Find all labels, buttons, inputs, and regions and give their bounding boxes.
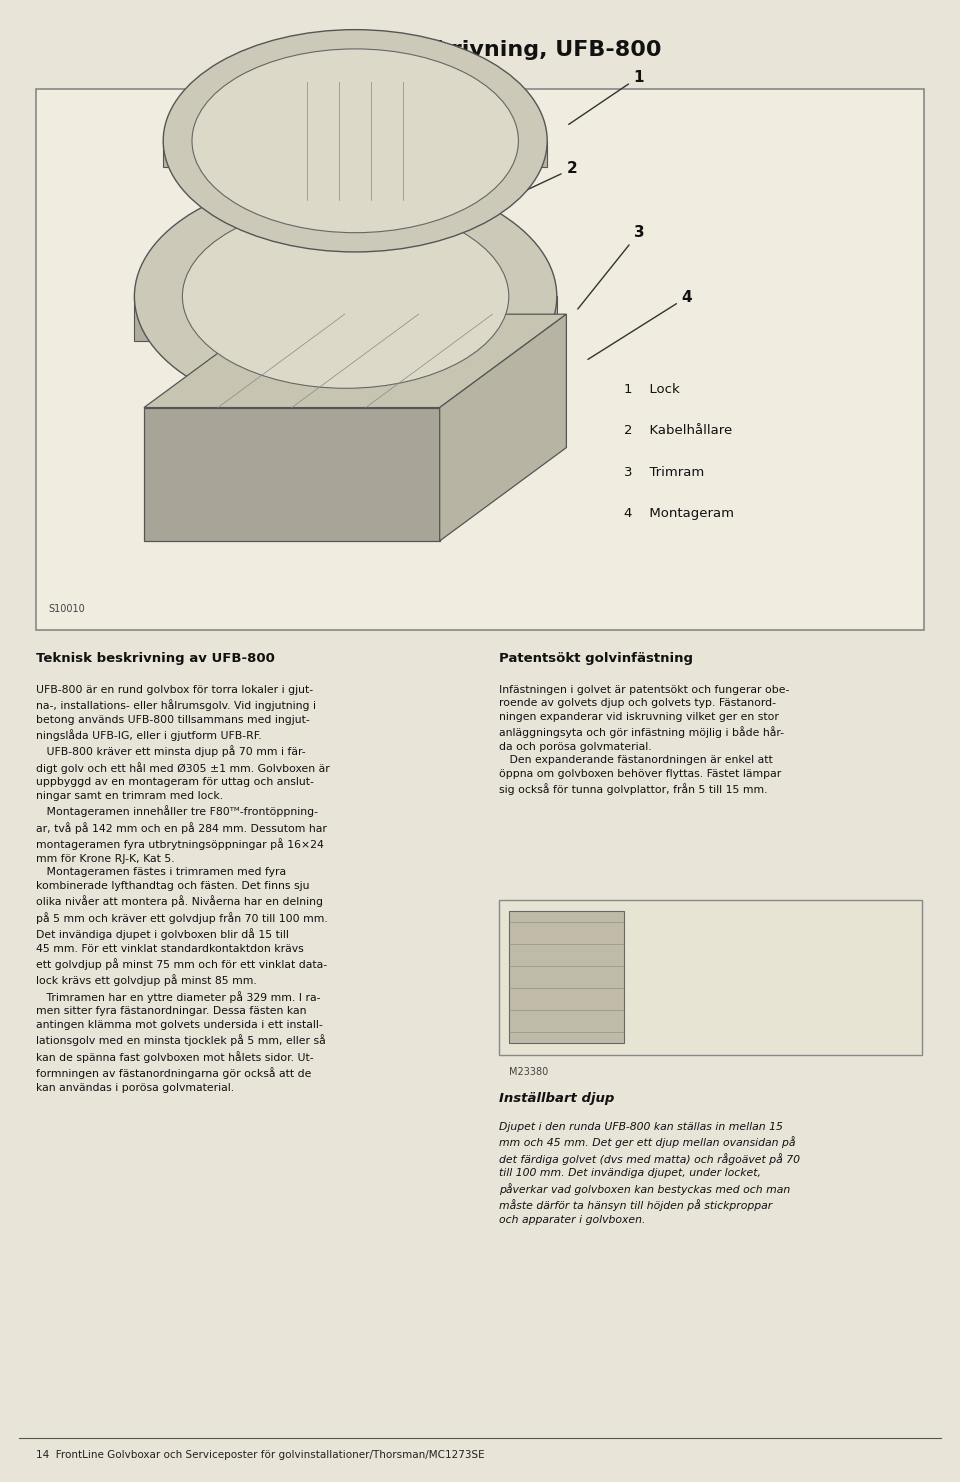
Text: 14  FrontLine Golvboxar och Serviceposter för golvinstallationer/Thorsman/MC1273: 14 FrontLine Golvboxar och Serviceposter… xyxy=(36,1451,485,1460)
Text: 4: 4 xyxy=(588,289,692,360)
Ellipse shape xyxy=(134,175,557,418)
FancyBboxPatch shape xyxy=(36,89,924,630)
Ellipse shape xyxy=(182,205,509,388)
Text: 3    Trimram: 3 Trimram xyxy=(624,465,705,479)
Text: 1: 1 xyxy=(568,70,644,124)
Text: Infästningen i golvet är patentsökt och fungerar obe-
roende av golvets djup och: Infästningen i golvet är patentsökt och … xyxy=(499,685,789,796)
Text: 2: 2 xyxy=(454,162,577,224)
Polygon shape xyxy=(134,296,557,341)
FancyBboxPatch shape xyxy=(499,900,922,1055)
Text: Inställbart djup: Inställbart djup xyxy=(499,1092,614,1106)
Polygon shape xyxy=(163,141,547,167)
Text: Max 15 mm: Max 15 mm xyxy=(806,1006,864,1015)
Polygon shape xyxy=(144,314,566,408)
Polygon shape xyxy=(312,218,437,247)
Polygon shape xyxy=(144,408,440,541)
Text: 1    Lock: 1 Lock xyxy=(624,382,680,396)
Text: S10010: S10010 xyxy=(48,605,84,614)
Text: Patentsökt golvinfästning: Patentsökt golvinfästning xyxy=(499,652,693,665)
Ellipse shape xyxy=(192,49,518,233)
FancyBboxPatch shape xyxy=(509,911,624,1043)
Text: UFB-800 är en rund golvbox för torra lokaler i gjut-
na-, installations- eller h: UFB-800 är en rund golvbox för torra lok… xyxy=(36,685,330,1092)
Ellipse shape xyxy=(312,181,437,255)
Text: 2    Kabelhållare: 2 Kabelhållare xyxy=(624,424,732,437)
Text: Systembeskrivning, UFB-800: Systembeskrivning, UFB-800 xyxy=(299,40,661,61)
Text: Djupet i den runda UFB-800 kan ställas in mellan 15
mm och 45 mm. Det ger ett dj: Djupet i den runda UFB-800 kan ställas i… xyxy=(499,1122,801,1224)
Polygon shape xyxy=(440,314,566,541)
Text: Min  5 mm: Min 5 mm xyxy=(806,925,858,934)
Text: M23380: M23380 xyxy=(509,1067,548,1077)
Text: Teknisk beskrivning av UFB-800: Teknisk beskrivning av UFB-800 xyxy=(36,652,276,665)
Text: 3: 3 xyxy=(578,225,644,310)
Text: 4    Montageram: 4 Montageram xyxy=(624,507,734,520)
Ellipse shape xyxy=(163,30,547,252)
